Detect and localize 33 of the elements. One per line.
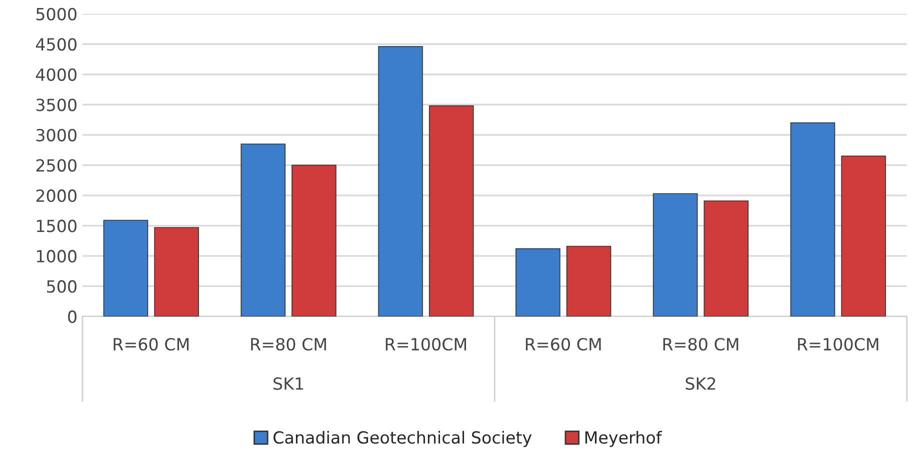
legend-label: Canadian Geotechnical Society	[274, 430, 532, 447]
bar	[652, 193, 698, 316]
bar	[292, 164, 336, 316]
bar	[378, 46, 423, 316]
y-tick-label: 1500	[36, 220, 76, 232]
x-tick-label: R=80 CM	[663, 338, 738, 351]
y-tick-label: 2000	[36, 189, 76, 202]
x-tick-label: R=60 CM	[526, 338, 601, 351]
y-tick-label: 5000	[36, 8, 76, 20]
bar	[790, 122, 836, 316]
y-tick-label: 4000	[36, 68, 76, 81]
legend-label: Meyerhof	[585, 430, 662, 447]
y-tick-label: 500	[47, 280, 76, 293]
bar	[704, 200, 749, 316]
text: SK1	[274, 377, 304, 390]
y-tick-label: 1000	[36, 250, 76, 263]
y-tick-label: 2500	[36, 159, 76, 172]
x-tick-label: R=80 CM	[251, 338, 326, 351]
y-tick-label: 3000	[36, 128, 76, 142]
bar	[516, 248, 560, 316]
bar	[566, 246, 612, 316]
bar	[428, 105, 474, 316]
bar	[841, 156, 886, 316]
y-tick-label: 4500	[36, 38, 76, 51]
bar	[154, 227, 199, 316]
y-tick-label: 3500	[36, 98, 76, 112]
y-tick-label: 0	[68, 310, 76, 324]
x-tick-label: R=100CM	[798, 338, 878, 351]
text: SK2	[686, 377, 716, 390]
x-tick-label: R=100CM	[386, 338, 466, 351]
bar	[240, 144, 286, 316]
bar	[103, 220, 148, 316]
x-tick-label: R=60 CM	[114, 338, 189, 351]
